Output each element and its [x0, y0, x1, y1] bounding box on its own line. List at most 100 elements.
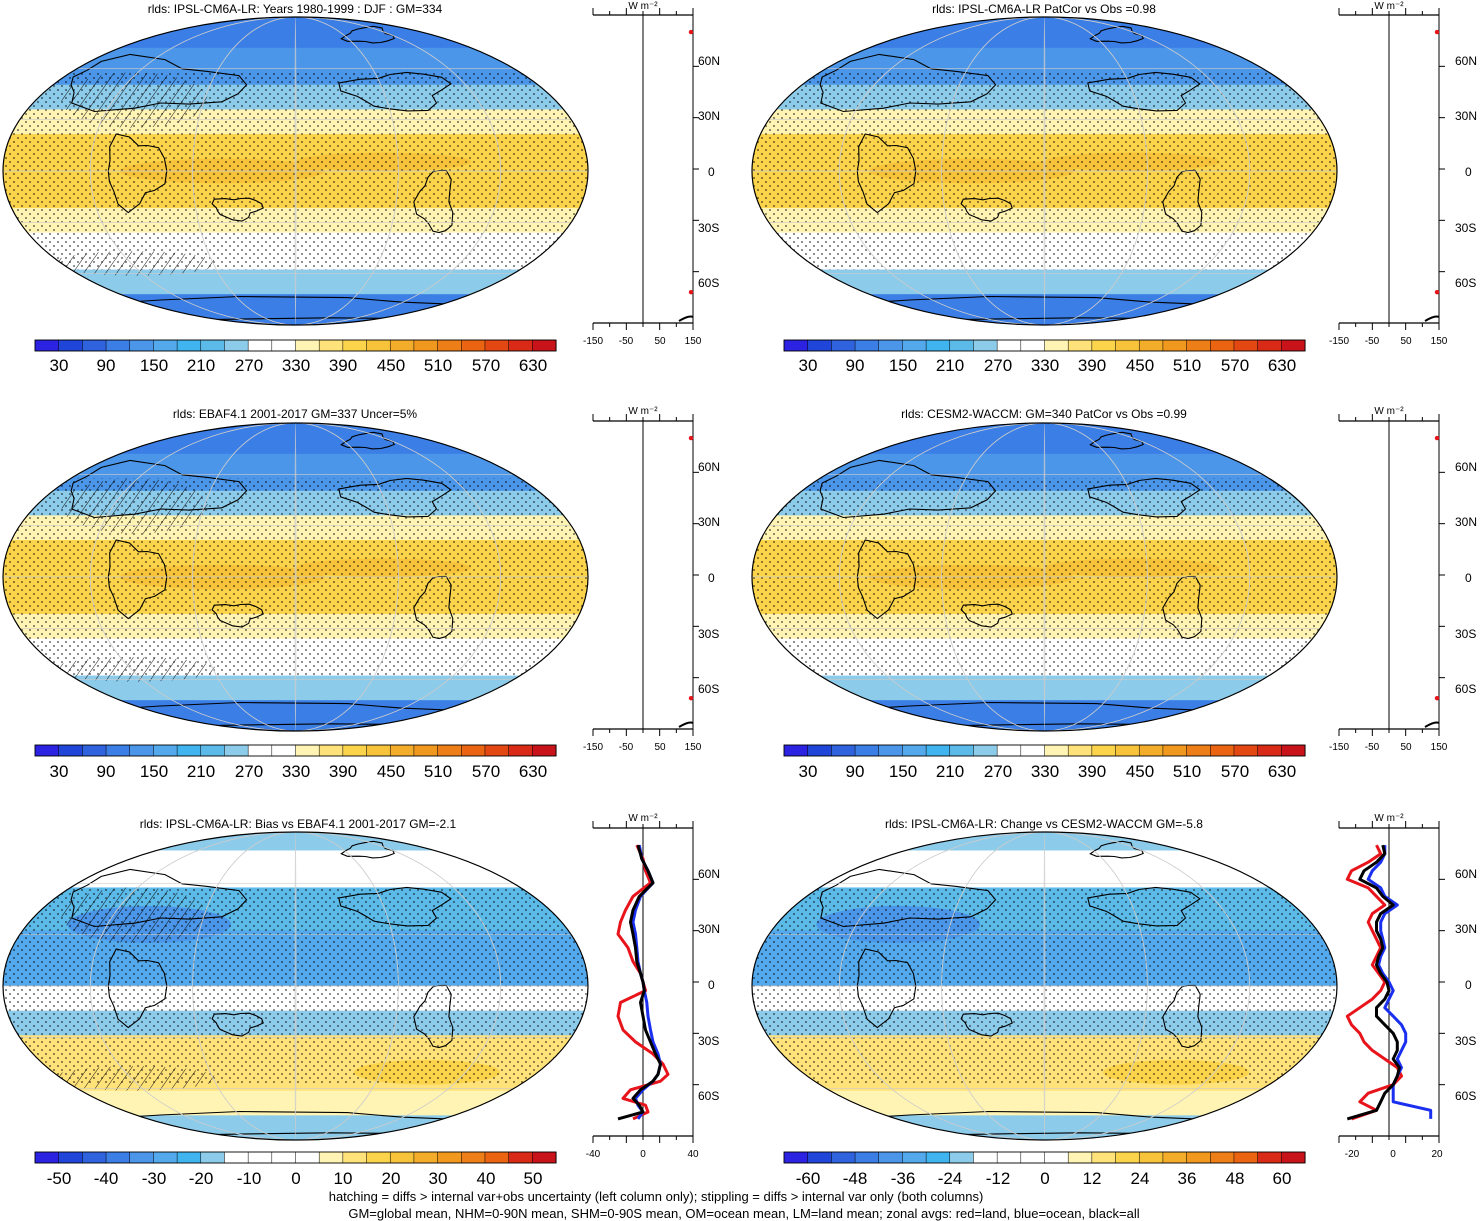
- zonal-series-black: [678, 721, 694, 728]
- zonal-marker: [1434, 435, 1440, 441]
- coastline: [413, 984, 454, 1049]
- colorbar-swatch: [129, 1151, 154, 1164]
- latitude-tick-label: 60N: [1455, 460, 1477, 474]
- colorbar-swatch: [461, 1151, 486, 1164]
- colorbar-swatch: [532, 744, 557, 757]
- colorbar-swatch: [58, 339, 83, 352]
- colorbar-swatch: [1162, 744, 1188, 757]
- colorbar-swatch: [1044, 339, 1069, 352]
- colorbar-tick-label: 30: [429, 1169, 448, 1188]
- colorbar-tick-label: 150: [140, 356, 168, 375]
- zonal-tick-label: 0: [1390, 1149, 1396, 1160]
- colorbar-swatch: [271, 744, 297, 757]
- colorbar: [783, 744, 1306, 757]
- colorbar-swatch: [1281, 744, 1306, 757]
- zonal-tick-label: -150: [1329, 336, 1349, 347]
- colorbar-tick-label: 570: [472, 762, 500, 781]
- panel-1: rlds: IPSL-CM6A-LR PatCor vs Obs =0.98 3…: [751, 1, 1477, 375]
- colorbar-swatch: [1091, 744, 1117, 757]
- panel-title: rlds: IPSL-CM6A-LR: Years 1980-1999 : DJ…: [148, 2, 443, 16]
- latitude-tick-label: 30N: [698, 515, 720, 529]
- colorbar-swatch: [342, 744, 368, 757]
- latitude-tick-label: 0: [708, 165, 715, 179]
- graticule-line: [1043, 17, 1046, 325]
- panel-2: rlds: EBAF4.1 2001-2017 GM=337 Uncer=5% …: [2, 406, 720, 781]
- coastline: [340, 840, 395, 859]
- colorbar-swatch: [271, 1151, 297, 1164]
- latitude-tick-label: 30S: [1455, 221, 1476, 235]
- map-outline: [2, 16, 589, 326]
- colorbar-frame: [783, 339, 1306, 352]
- colorbar-swatch: [1020, 339, 1046, 352]
- map-hatching: [61, 478, 208, 534]
- colorbar-swatch: [1020, 1151, 1046, 1164]
- colorbar-tick-label: 150: [889, 762, 917, 781]
- panel-title: rlds: IPSL-CM6A-LR PatCor vs Obs =0.98: [932, 2, 1156, 16]
- colorbar-tick-label: 270: [235, 356, 263, 375]
- coastline: [338, 886, 452, 927]
- colorbar-swatch: [295, 744, 320, 757]
- colorbar-swatch: [153, 744, 178, 757]
- colorbar-swatch: [1186, 744, 1211, 757]
- colorbar-swatch: [82, 339, 107, 352]
- zonal-tick-label: -150: [583, 742, 603, 753]
- colorbar-tick-label: 48: [1226, 1169, 1245, 1188]
- colorbar-swatch: [176, 744, 202, 757]
- colorbar-swatch: [1138, 339, 1164, 352]
- colorbar-tick-label: 150: [140, 762, 168, 781]
- colorbar-swatch: [1067, 339, 1093, 352]
- coastline: [413, 575, 454, 640]
- panel-title: rlds: CESM2-WACCM: GM=340 PatCor vs Obs …: [901, 407, 1187, 421]
- colorbar-swatch: [1233, 339, 1259, 352]
- map-hatching: [52, 657, 217, 682]
- latitude-tick-label: 30S: [1455, 627, 1476, 641]
- colorbar-swatch: [1044, 744, 1069, 757]
- colorbar-tick-label: 510: [424, 762, 452, 781]
- colorbar-tick-label: 630: [1268, 356, 1296, 375]
- colorbar-tick-label: 270: [984, 356, 1012, 375]
- colorbar-tick-label: 90: [97, 762, 116, 781]
- zonal-mean-plot: [592, 821, 699, 1143]
- colorbar-swatch: [34, 1151, 60, 1164]
- map-field-band: [3, 17, 588, 49]
- zonal-series-black: [617, 844, 662, 1121]
- colorbar-swatch: [389, 339, 415, 352]
- colorbar-tick-label: -24: [938, 1169, 963, 1188]
- colorbar-tick-label: 570: [1221, 762, 1249, 781]
- zonal-tick-label: -50: [619, 742, 634, 753]
- colorbar-swatch: [807, 1151, 832, 1164]
- colorbar-swatch: [831, 744, 856, 757]
- coastline: [340, 25, 395, 44]
- colorbar-tick-label: 390: [1078, 356, 1106, 375]
- colorbar-swatch: [783, 1151, 809, 1164]
- colorbar-tick-label: 570: [1221, 356, 1249, 375]
- colorbar-tick-label: 60: [1273, 1169, 1292, 1188]
- map-hatching: [52, 251, 217, 276]
- map-field-band: [3, 700, 588, 731]
- world-map: [2, 831, 589, 1141]
- colorbar-tick-label: 630: [1268, 762, 1296, 781]
- zonal-tick-label: 150: [685, 336, 702, 347]
- colorbar-swatch: [366, 1151, 391, 1164]
- latitude-tick-label: 60S: [1455, 1089, 1476, 1103]
- latitude-tick-label: 0: [708, 978, 715, 992]
- zonal-series-black: [1424, 315, 1440, 322]
- colorbar-tick-label: 630: [519, 356, 547, 375]
- colorbar-swatch: [1044, 1151, 1069, 1164]
- panel-title: rlds: IPSL-CM6A-LR: Change vs CESM2-WACC…: [885, 817, 1203, 831]
- colorbar-swatch: [1138, 1151, 1164, 1164]
- colorbar-tick-label: 150: [889, 356, 917, 375]
- graticule-line: [941, 832, 1148, 1140]
- colorbar-swatch: [247, 1151, 273, 1164]
- colorbar-swatch: [1067, 1151, 1093, 1164]
- zonal-mean-plot: [1338, 821, 1445, 1143]
- colorbar-swatch: [1257, 1151, 1282, 1164]
- zonal-unit-label: W m⁻²: [628, 813, 658, 824]
- colorbar-swatch: [389, 1151, 415, 1164]
- map-field-band: [3, 1115, 588, 1140]
- colorbar-swatch: [129, 339, 154, 352]
- map-field-band: [752, 850, 1337, 888]
- footnote-line: hatching = diffs > internal var+obs unce…: [329, 1189, 984, 1204]
- colorbar-tick-label: 510: [1173, 762, 1201, 781]
- colorbar-swatch: [176, 1151, 202, 1164]
